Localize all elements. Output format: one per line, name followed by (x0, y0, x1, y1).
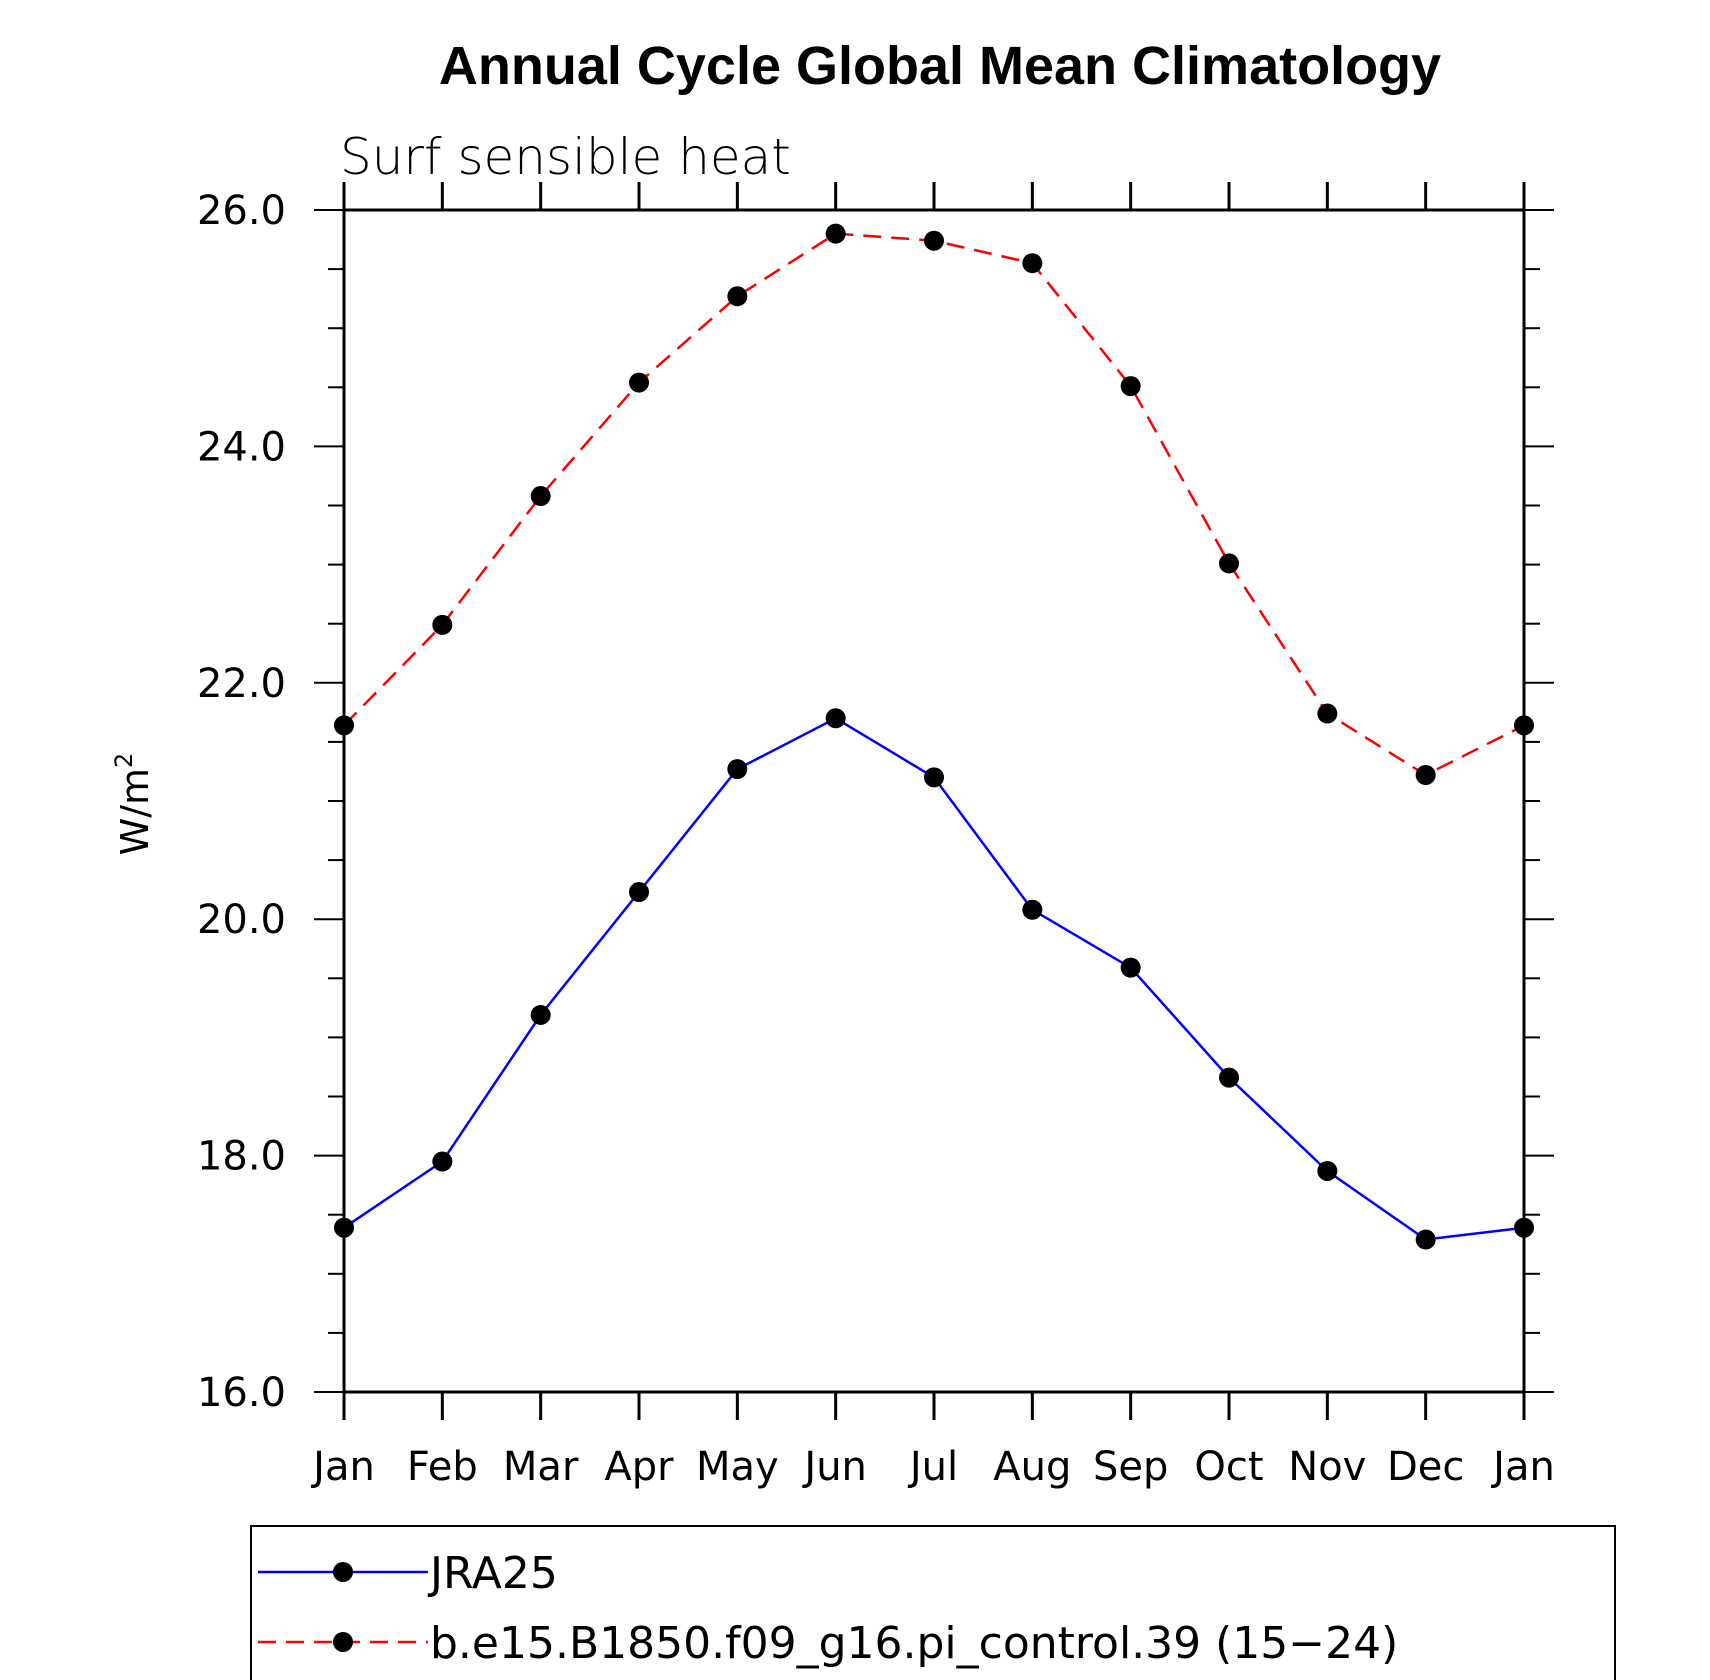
series-2-point (924, 230, 944, 251)
series-1-point (1514, 1217, 1534, 1238)
series-1-point (1120, 957, 1141, 978)
series-2-point (1219, 553, 1239, 574)
series-1-point (1317, 1160, 1338, 1181)
series-2-point (334, 715, 354, 736)
series-2-point (825, 223, 846, 244)
x-tick-label: Jun (801, 1444, 867, 1490)
x-tick-label: Dec (1387, 1444, 1464, 1490)
series-2-point (1317, 703, 1338, 724)
y-tick-label: 18.0 (197, 1134, 286, 1180)
legend-box (250, 1525, 1616, 1680)
series-1-point (334, 1217, 354, 1238)
series-1-point (727, 759, 748, 780)
x-tick-label: Jan (310, 1444, 375, 1490)
series-1-point (1415, 1229, 1436, 1250)
series-2-point (432, 614, 453, 635)
x-tick-label: Jul (907, 1444, 958, 1490)
series-2-point (1514, 715, 1534, 736)
series-1-point (1022, 899, 1043, 920)
series-line-2 (343, 232, 1525, 777)
series-1-point (1219, 1067, 1239, 1088)
y-tick-label: 26.0 (197, 188, 286, 234)
series-2-point (1120, 376, 1141, 397)
legend-label-2: b.e15.B1850.f09_g16.pi_control.39 (15−24… (430, 1618, 1398, 1669)
series-2-point (629, 372, 649, 393)
y-axis-label: W/m2 (110, 753, 157, 856)
series-layer (334, 223, 1534, 1250)
x-tick-label: Mar (503, 1444, 579, 1490)
series-1-point (530, 1004, 551, 1025)
series-1-point (432, 1151, 453, 1172)
x-tick-label: Sep (1093, 1444, 1168, 1490)
legend: JRA25 b.e15.B1850.f09_g16.pi_control.39 (… (250, 1525, 1616, 1680)
x-tick-label: May (696, 1444, 779, 1490)
x-tick-label: Apr (604, 1444, 674, 1490)
series-2-point (727, 286, 748, 307)
y-tick-label: 22.0 (197, 661, 286, 707)
series-2-point (1415, 764, 1436, 785)
x-tick-label: Jan (1490, 1444, 1555, 1490)
legend-marker-2 (333, 1632, 353, 1652)
x-tick-label: Aug (993, 1444, 1071, 1490)
series-1-point (924, 767, 944, 788)
y-tick-label: 20.0 (197, 897, 286, 943)
series-2-point (530, 486, 551, 507)
plot-frame (342, 208, 1526, 1394)
series-2-point (1022, 253, 1043, 274)
plot-axes: Jan Feb Mar Apr May Jun Jul Aug Sep Oct Nov Dec Jan 1… (197, 182, 1555, 1490)
series-1-point (825, 708, 846, 729)
series-1-point (629, 882, 649, 903)
legend-marker-1 (333, 1562, 353, 1582)
chart-subtitle: Surf sensible heat (340, 128, 791, 186)
x-tick-label: Feb (407, 1444, 478, 1490)
x-tick-label: Oct (1194, 1444, 1263, 1490)
y-tick-label: 24.0 (197, 424, 286, 470)
legend-label-1: JRA25 (427, 1548, 558, 1599)
y-axis-label-superscript: 2 (110, 753, 138, 768)
y-axis-label-text: W/m (113, 768, 157, 855)
x-tick-label: Nov (1288, 1444, 1366, 1490)
series-line-1 (343, 716, 1525, 1241)
y-tick-label: 16.0 (197, 1370, 286, 1416)
chart-title: Annual Cycle Global Mean Climatology (439, 36, 1441, 96)
